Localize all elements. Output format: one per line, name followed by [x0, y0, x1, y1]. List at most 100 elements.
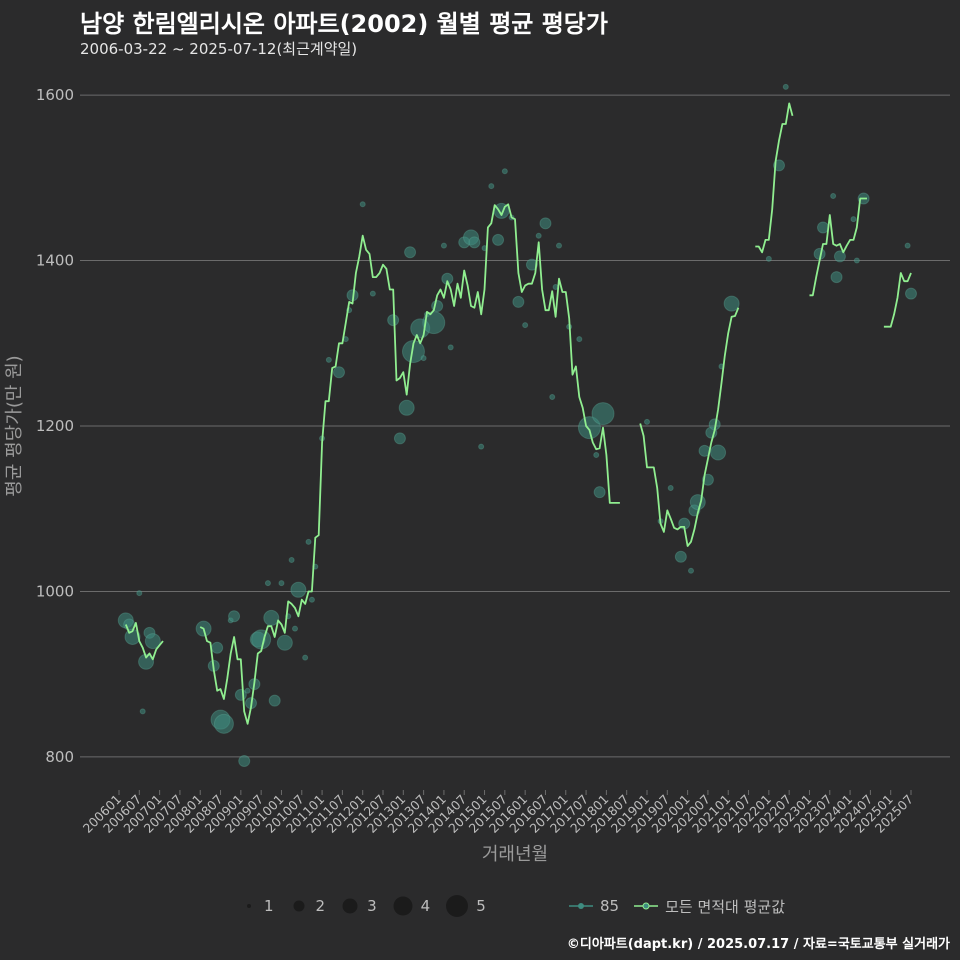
y-tick-label: 1200: [36, 417, 74, 435]
size-legend-item: 2: [288, 895, 326, 917]
scatter-point: [765, 255, 772, 262]
scatter-point: [136, 590, 143, 597]
scatter-point: [667, 485, 674, 492]
scatter-point: [710, 444, 727, 461]
size-legend-label: 5: [476, 897, 486, 915]
scatter-point: [278, 580, 285, 587]
size-legend-item: 3: [339, 895, 377, 917]
scatter-point: [369, 290, 376, 297]
scatter-point: [593, 486, 606, 499]
scatter-point: [817, 221, 829, 234]
scatter-point: [674, 550, 687, 563]
scatter-point: [905, 287, 917, 300]
scatter-point: [447, 344, 454, 351]
size-legend-label: 1: [264, 897, 274, 915]
size-legend-dot: [446, 895, 469, 917]
scatter-point: [139, 708, 146, 715]
y-tick-label: 800: [45, 748, 74, 766]
scatter-point: [488, 183, 495, 190]
size-legend-label: 4: [420, 897, 431, 915]
y-axis-label: 평균 평당가(만 원): [4, 355, 25, 496]
scatter-point: [276, 634, 293, 651]
scatter-point: [830, 271, 843, 284]
scatter-point: [263, 609, 280, 626]
series-legend-key: [569, 903, 593, 909]
scatter-point: [688, 567, 694, 574]
scatter-point: [853, 257, 860, 264]
size-legend-label: 2: [315, 897, 326, 915]
series-legend-label: 85: [600, 897, 620, 915]
scatter-point: [244, 687, 251, 694]
series-legend-key: [634, 902, 659, 910]
scatter-point: [398, 399, 415, 416]
scatter-point: [539, 217, 552, 230]
y-tick-labels: 800 1000 1200 1400 1600: [36, 86, 74, 766]
scatter-point: [264, 580, 271, 587]
scatter-point: [591, 402, 615, 426]
scatter-point: [782, 83, 789, 90]
source-caption: ©디아파트(dapt.kr) / 2025.07.17 / 자료=국토교통부 실…: [566, 937, 950, 952]
size-legend-dot: [342, 898, 358, 914]
average-line-segment: [809, 197, 867, 297]
y-tick-label: 1600: [36, 86, 74, 104]
size-legend-label: 3: [367, 897, 377, 915]
chart-subtitle: 2006-03-22 ~ 2025-07-12(최근계약일): [80, 40, 358, 58]
scatter-point: [512, 295, 525, 308]
size-legend-dot: [393, 896, 413, 916]
scatter-point: [144, 633, 161, 650]
size-legend-item: 1: [240, 895, 274, 917]
scatter-point: [305, 538, 312, 545]
series-legend: 85 모든 면적대 평균값: [568, 894, 799, 918]
scatter-point: [522, 322, 529, 329]
scatter-point: [478, 443, 485, 450]
size-legend-dot: [293, 900, 305, 912]
scatter-point: [401, 340, 425, 364]
scatter-point: [387, 314, 400, 327]
scatter-point: [468, 236, 481, 249]
scatter-point: [393, 432, 406, 445]
scatter-point: [904, 242, 911, 249]
average-line-segment: [755, 102, 794, 254]
size-legend-dot: [247, 904, 251, 908]
scatter-point: [576, 336, 583, 343]
series-legend-item-average: 모든 면적대 평균값: [633, 895, 785, 917]
scatter-point: [830, 193, 837, 200]
line-series: [124, 102, 912, 725]
scatter-point: [501, 168, 508, 175]
average-line-segment: [639, 307, 740, 547]
scatter-point: [593, 451, 600, 458]
scatter-point: [577, 416, 601, 440]
scatter-point: [228, 610, 241, 623]
scatter-point: [549, 394, 556, 401]
scatter-point: [288, 557, 295, 564]
scatter-point: [359, 201, 366, 208]
gridlines: [80, 94, 950, 758]
scatter-point: [689, 494, 706, 511]
scatter-point: [420, 355, 427, 362]
scatter-point: [308, 596, 315, 603]
y-tick-label: 1400: [36, 252, 74, 270]
chart-title: 남양 한림엘리시온 아파트(2002) 월별 평균 평당가: [80, 10, 608, 38]
scatter-point: [333, 366, 345, 379]
scatter-point: [302, 654, 309, 661]
scatter-point: [325, 356, 332, 363]
scatter-point: [535, 232, 542, 239]
scatter-point: [556, 242, 562, 249]
x-axis-label: 거래년월: [482, 844, 548, 865]
scatter-point: [268, 694, 281, 707]
size-legend-item: 4: [391, 894, 431, 918]
scatter-point: [440, 242, 447, 249]
scatter-points: [117, 83, 917, 768]
average-line-segment: [124, 622, 164, 661]
scatter-point: [290, 581, 307, 598]
average-line-segment: [883, 272, 912, 328]
scatter-point: [292, 625, 298, 632]
scatter-point: [251, 629, 272, 650]
size-legend-item: 5: [444, 893, 486, 919]
scatter-point: [213, 713, 234, 734]
scatter-point: [723, 295, 740, 312]
series-legend-item-85: 85: [568, 895, 619, 917]
x-tick-labels: 2006012006072007012007072008012008072009…: [80, 790, 916, 836]
scatter-point: [492, 233, 505, 246]
